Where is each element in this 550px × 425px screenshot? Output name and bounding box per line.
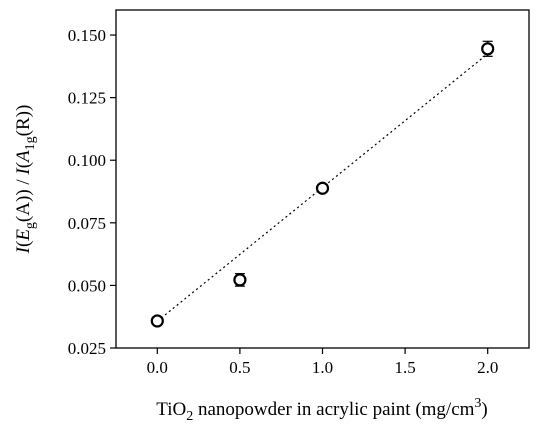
data-point bbox=[315, 181, 330, 195]
x-tick-label: 1.0 bbox=[312, 358, 333, 377]
y-axis-title: I(Eg(A)) / I(A1g(R)) bbox=[13, 105, 38, 255]
x-tick-label: 0.0 bbox=[147, 358, 168, 377]
fit-line bbox=[156, 53, 489, 322]
y-tick-label: 0.100 bbox=[68, 151, 106, 170]
data-point bbox=[481, 42, 495, 56]
y-tick-label: 0.150 bbox=[68, 26, 106, 45]
x-axis-title: TiO2 nanopowder in acrylic paint (mg/cm3… bbox=[156, 396, 488, 424]
y-tick-label: 0.075 bbox=[68, 214, 106, 233]
plot-frame bbox=[115, 9, 530, 349]
y-tick-label: 0.125 bbox=[68, 89, 106, 108]
x-tick-label: 1.5 bbox=[394, 358, 415, 377]
y-tick-label: 0.025 bbox=[68, 339, 106, 358]
data-point bbox=[233, 273, 247, 287]
data-point bbox=[150, 314, 164, 328]
x-tick-label: 2.0 bbox=[477, 358, 498, 377]
x-tick-label: 0.5 bbox=[229, 358, 250, 377]
data-points bbox=[150, 40, 495, 328]
y-axis-ticks: 0.025 0.050 0.075 0.100 0.125 0.150 bbox=[68, 26, 116, 358]
y-tick-label: 0.050 bbox=[68, 276, 106, 295]
x-axis-ticks: 0.0 0.5 1.0 1.5 2.0 bbox=[147, 348, 498, 377]
